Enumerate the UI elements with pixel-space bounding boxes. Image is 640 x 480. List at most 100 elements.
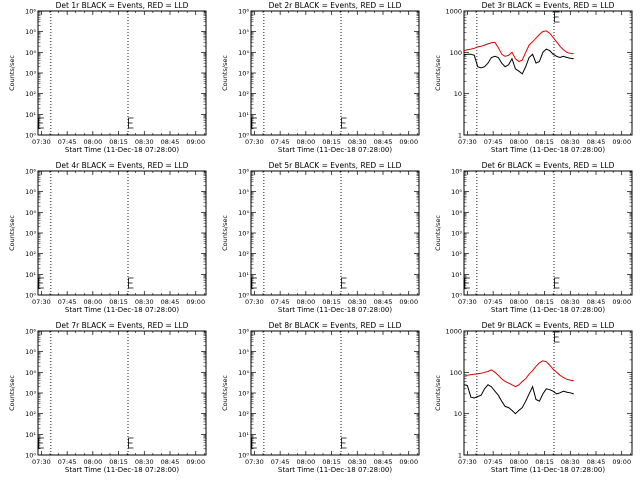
x-tick-label: 08:30: [561, 298, 580, 306]
y-tick-label: 100: [450, 49, 462, 57]
y-tick-label: 10¹: [238, 111, 249, 119]
e-marker: [341, 277, 347, 289]
plot-frame: [37, 170, 207, 296]
x-tick-label: 08:00: [509, 298, 528, 306]
series-line-red: [463, 30, 574, 63]
x-tick-label: 09:00: [186, 458, 205, 466]
y-tick-label: 10⁰: [25, 132, 36, 140]
x-tick-label: 09:00: [612, 298, 631, 306]
x-axis-label: Start Time (11-Dec-18 07:28:00): [278, 466, 392, 474]
y-tick-label: 10²: [25, 90, 36, 98]
x-tick-label: 08:00: [509, 458, 528, 466]
e-marker: [554, 11, 560, 23]
y-tick-label: 10⁵: [25, 188, 36, 196]
panel-det-5r: Det 5r BLACK = Events, RED = LLD 07:30 07:…: [221, 161, 420, 314]
panel-title: Det 8r BLACK = Events, RED = LLD: [269, 321, 402, 330]
x-axis-label: Start Time (11-Dec-18 07:28:00): [278, 146, 392, 154]
x-tick-label: 07:45: [271, 458, 290, 466]
x-tick-label: 08:45: [587, 138, 606, 146]
y-tick-label: 10⁴: [238, 49, 249, 57]
y-tick-label: 10⁰: [238, 132, 249, 140]
e-marker: [251, 277, 257, 289]
e-marker: [341, 117, 347, 129]
panel-det-6r: Det 6r BLACK = Events, RED = LLD 07:30 07:…: [434, 161, 633, 314]
x-tick-label: 07:45: [58, 458, 77, 466]
x-axis-label: Start Time (11-Dec-18 07:28:00): [278, 306, 392, 314]
panel-det-8r: Det 8r BLACK = Events, RED = LLD 07:30 07:…: [221, 321, 420, 474]
y-tick-label: 10³: [238, 390, 249, 398]
y-tick-label: 1000: [445, 328, 462, 336]
y-tick-label: 1000: [445, 8, 462, 16]
y-tick-label: 10⁰: [25, 292, 36, 300]
x-tick-label: 07:45: [484, 138, 503, 146]
y-axis-label: Counts/sec: [221, 215, 229, 251]
y-tick-label: 10¹: [238, 271, 249, 279]
x-tick-label: 08:30: [561, 458, 580, 466]
x-tick-label: 07:30: [32, 298, 51, 306]
y-tick-label: 10⁰: [451, 292, 462, 300]
x-tick-label: 08:45: [374, 298, 393, 306]
e-marker: [38, 437, 44, 449]
x-tick-label: 08:00: [296, 458, 315, 466]
y-axis-label: Counts/sec: [8, 215, 16, 251]
panel-title: Det 5r BLACK = Events, RED = LLD: [269, 161, 402, 170]
panel-title: Det 6r BLACK = Events, RED = LLD: [482, 161, 615, 170]
y-tick-label: 10¹: [25, 271, 36, 279]
x-tick-label: 07:30: [32, 138, 51, 146]
y-tick-label: 10⁴: [238, 209, 249, 217]
series-line-black: [463, 48, 574, 75]
x-tick-label: 07:30: [245, 298, 264, 306]
y-tick-label: 10³: [238, 70, 249, 78]
y-tick-label: 10⁴: [25, 209, 36, 217]
panel-title: Det 3r BLACK = Events, RED = LLD: [482, 1, 615, 10]
y-tick-label: 10⁶: [238, 8, 249, 16]
x-tick-label: 08:30: [348, 298, 367, 306]
panel-title: Det 7r BLACK = Events, RED = LLD: [56, 321, 189, 330]
plot-frame: [37, 10, 207, 136]
y-tick-label: 10⁰: [238, 452, 249, 460]
x-tick-label: 08:30: [135, 298, 154, 306]
x-tick-label: 07:30: [458, 298, 477, 306]
y-tick-label: 10⁶: [25, 8, 36, 16]
x-tick-label: 08:45: [161, 298, 180, 306]
x-tick-label: 08:30: [348, 458, 367, 466]
series-line-red: [463, 360, 574, 388]
y-tick-label: 10¹: [451, 271, 462, 279]
y-tick-label: 10²: [238, 90, 249, 98]
x-tick-label: 08:00: [509, 138, 528, 146]
y-tick-label: 10²: [238, 250, 249, 258]
y-axis-label: Counts/sec: [434, 215, 442, 251]
x-axis-label: Start Time (11-Dec-18 07:28:00): [491, 466, 605, 474]
x-tick-label: 08:30: [135, 138, 154, 146]
plot-frame: [37, 330, 207, 456]
x-tick-label: 07:30: [245, 458, 264, 466]
y-tick-label: 10⁵: [238, 188, 249, 196]
plot-frame: [463, 170, 633, 296]
panel-det-2r: Det 2r BLACK = Events, RED = LLD 07:30 07:…: [221, 1, 420, 154]
y-tick-label: 10⁵: [238, 28, 249, 36]
y-tick-label: 10⁰: [238, 292, 249, 300]
x-tick-label: 07:30: [245, 138, 264, 146]
x-tick-label: 08:45: [587, 298, 606, 306]
y-tick-label: 10¹: [25, 431, 36, 439]
y-axis-label: Counts/sec: [221, 375, 229, 411]
x-tick-label: 08:30: [135, 458, 154, 466]
y-tick-label: 10⁵: [25, 28, 36, 36]
x-tick-label: 08:15: [109, 138, 128, 146]
e-marker: [38, 117, 44, 129]
x-tick-label: 08:00: [296, 138, 315, 146]
plot-frame: [250, 170, 420, 296]
x-tick-label: 08:00: [83, 458, 102, 466]
x-tick-label: 07:45: [484, 298, 503, 306]
y-tick-label: 10⁶: [238, 328, 249, 336]
y-tick-label: 10⁶: [238, 168, 249, 176]
e-marker: [554, 277, 560, 289]
y-tick-label: 10⁵: [25, 348, 36, 356]
e-marker: [464, 277, 470, 289]
x-tick-label: 08:45: [161, 458, 180, 466]
x-tick-label: 08:15: [322, 138, 341, 146]
plot-frame: [463, 330, 633, 456]
x-tick-label: 08:00: [83, 298, 102, 306]
x-tick-label: 08:15: [535, 298, 554, 306]
